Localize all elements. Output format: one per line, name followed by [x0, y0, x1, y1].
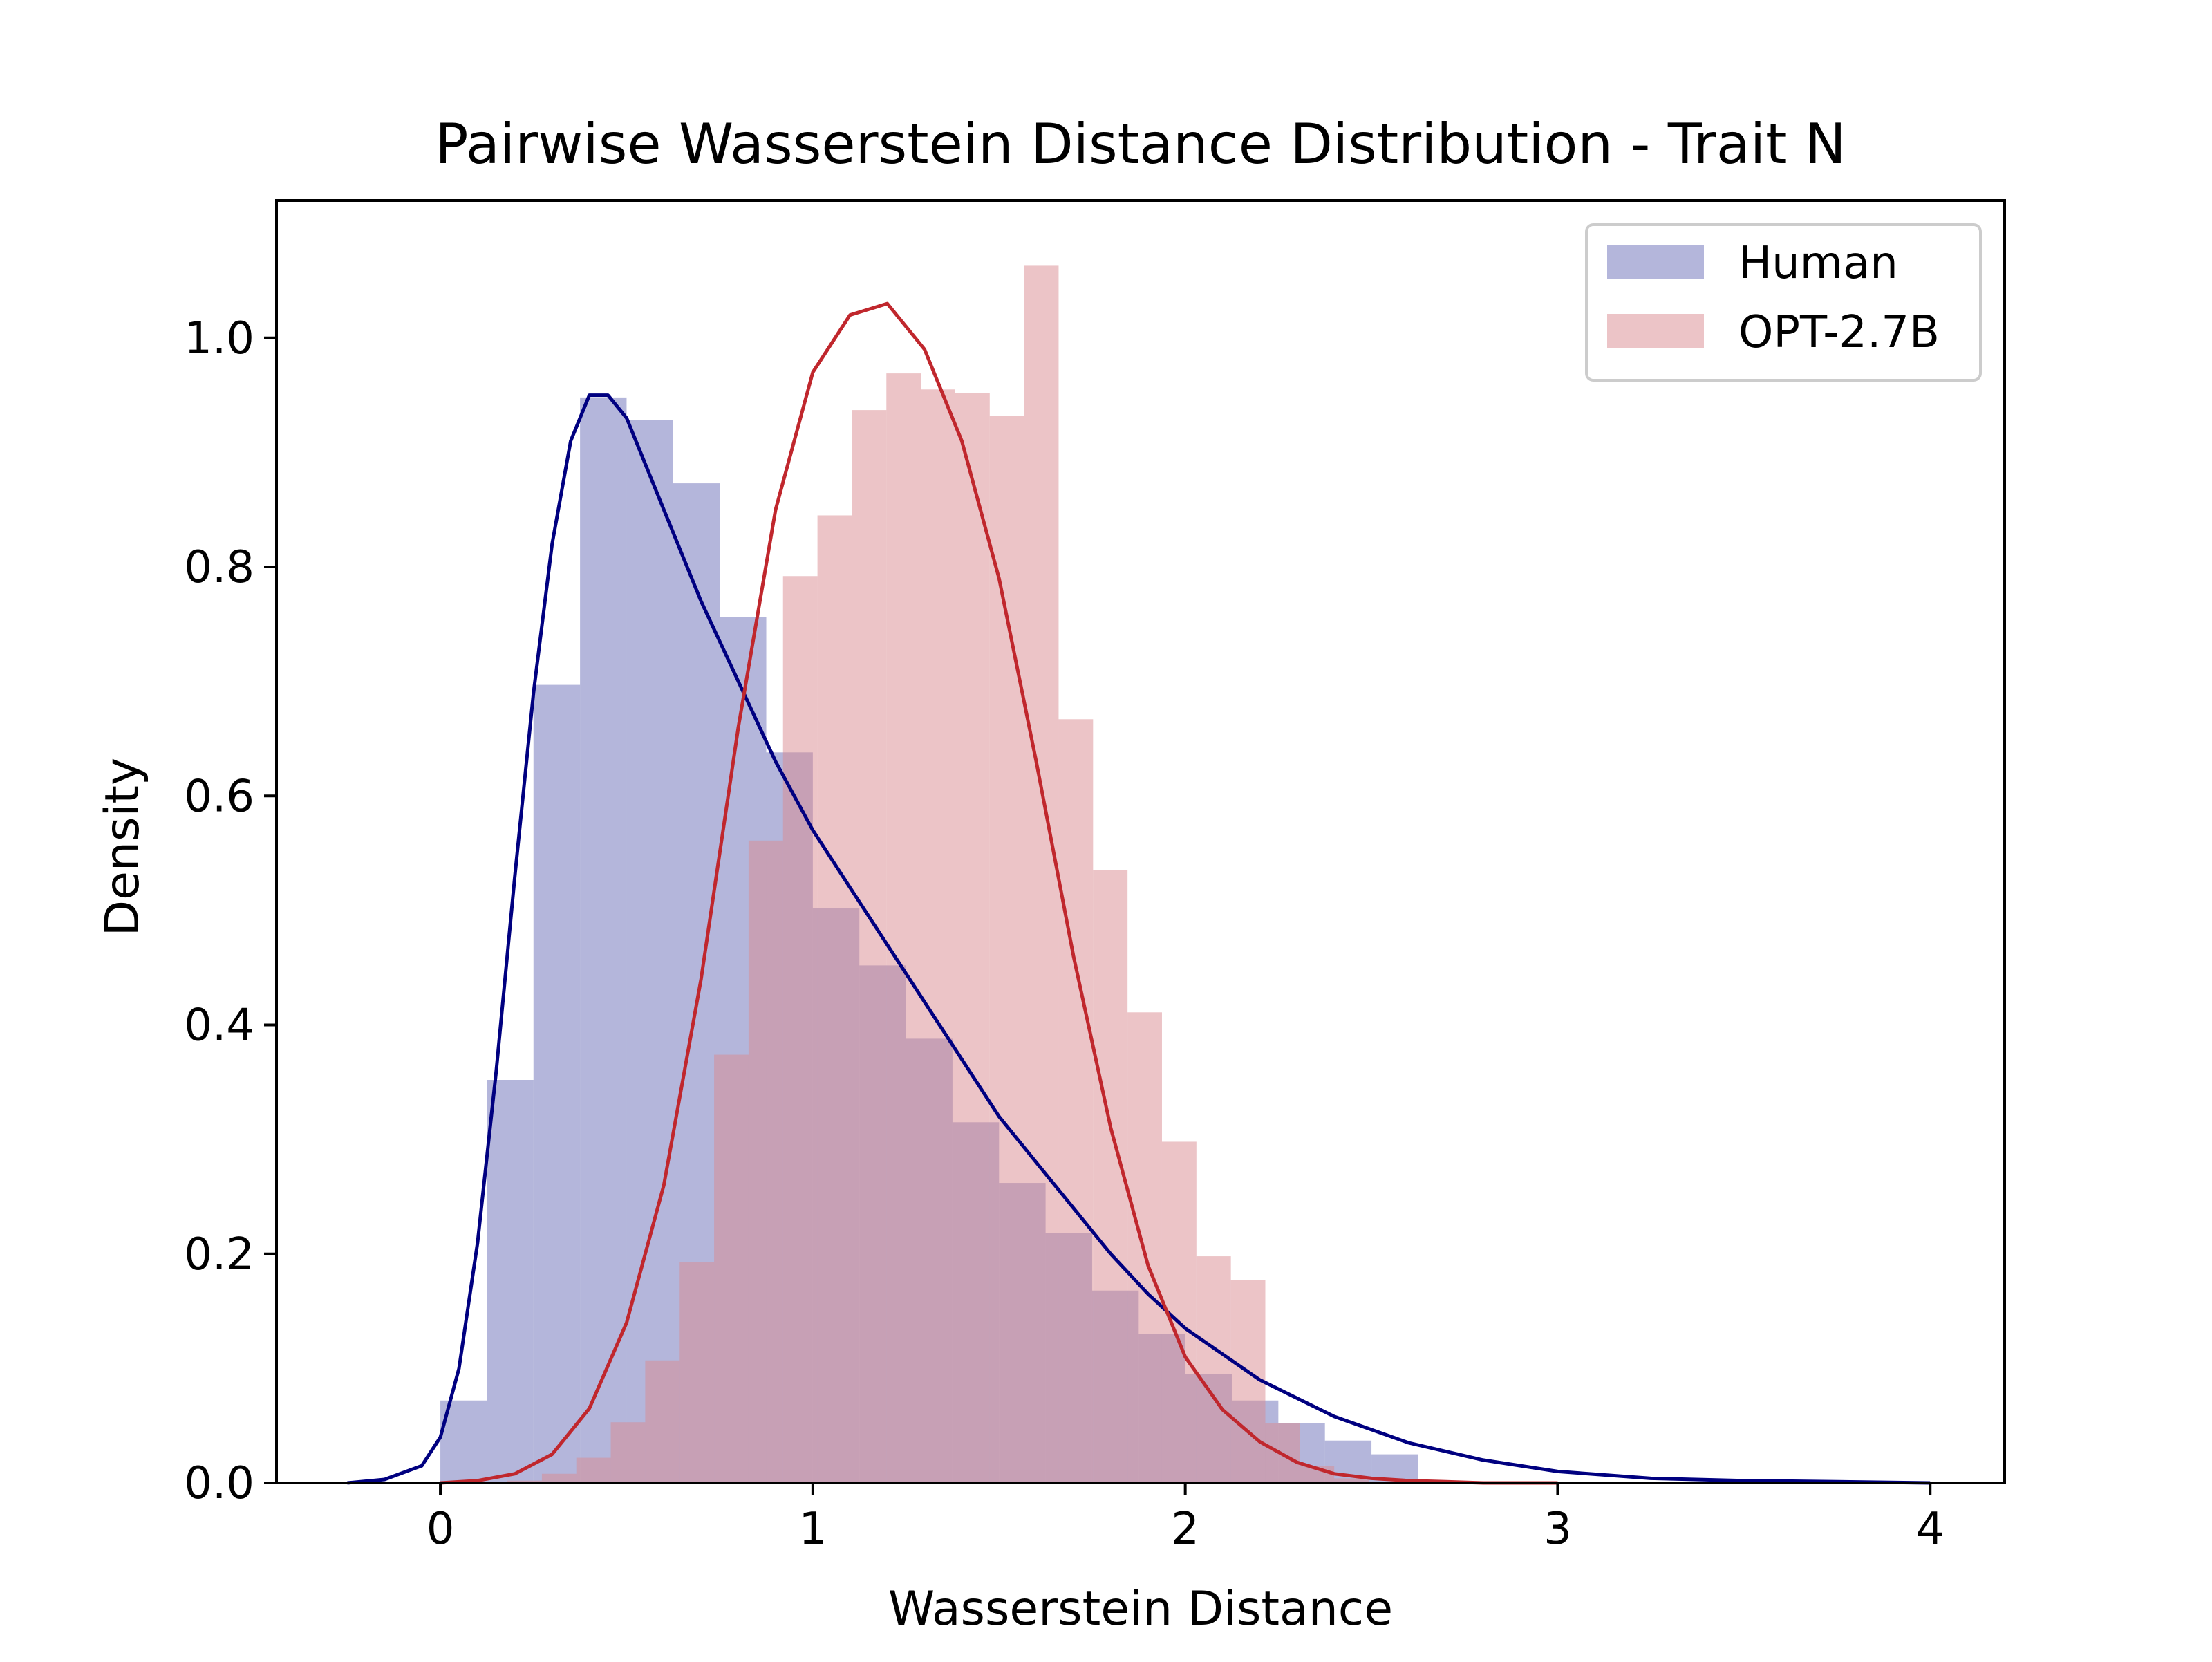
legend-label: Human — [1738, 238, 1898, 289]
series-1-kde-line — [440, 301, 1558, 1485]
histogram-bar — [886, 373, 921, 1483]
histogram-bar — [645, 1360, 680, 1483]
histogram-bar — [1196, 1256, 1231, 1483]
histogram-bar — [1024, 265, 1059, 1483]
chart-title: Pairwise Wasserstein Distance Distributi… — [435, 112, 1846, 176]
histogram-bar — [541, 1473, 577, 1483]
legend-swatch — [1607, 314, 1704, 348]
histogram-bar — [1334, 1478, 1369, 1483]
x-axis: 0 1 2 3 4 — [427, 1483, 1944, 1555]
legend: Human OPT-2.7B — [1585, 223, 1982, 382]
plot-area — [347, 265, 1931, 1485]
y-axis: 0.0 0.2 0.4 0.6 0.8 1.0 — [184, 313, 276, 1509]
histogram-bar — [679, 1262, 715, 1483]
histogram-bar — [626, 420, 673, 1483]
histogram-bar — [782, 576, 818, 1483]
histogram-bar — [748, 840, 783, 1483]
y-tick-label: 0.2 — [184, 1229, 254, 1280]
histogram-bar — [487, 1080, 534, 1483]
histogram-bar — [1058, 719, 1094, 1483]
y-tick-label: 0.8 — [184, 542, 254, 593]
histogram-bar — [817, 515, 852, 1483]
x-tick-label: 4 — [1916, 1504, 1944, 1555]
histogram-bar — [580, 397, 627, 1483]
axes-frame — [275, 199, 2006, 1484]
histogram-bar — [955, 393, 990, 1483]
histogram-bar — [714, 1054, 749, 1483]
x-tick-label: 1 — [799, 1504, 827, 1555]
histogram-bar — [989, 416, 1024, 1483]
y-tick-label: 0.6 — [184, 771, 254, 822]
histogram-bar — [852, 410, 887, 1483]
x-tick-label: 0 — [427, 1504, 455, 1555]
x-tick-label: 2 — [1171, 1504, 1199, 1555]
legend-label: OPT-2.7B — [1738, 307, 1940, 358]
y-tick-label: 1.0 — [184, 313, 254, 364]
histogram-bar — [610, 1422, 646, 1483]
histogram-bar — [576, 1457, 611, 1483]
histogram-bar — [1093, 870, 1128, 1483]
histogram-bar — [921, 389, 955, 1483]
x-axis-label: Wasserstein Distance — [888, 1582, 1393, 1636]
y-axis-label: Density — [95, 758, 150, 937]
x-tick-label: 3 — [1544, 1504, 1572, 1555]
y-tick-label: 0.0 — [184, 1458, 254, 1509]
legend-swatch — [1607, 245, 1704, 279]
series-0-kde-line — [347, 393, 1931, 1485]
histogram-bar — [533, 684, 581, 1483]
y-tick-label: 0.4 — [184, 1000, 254, 1052]
